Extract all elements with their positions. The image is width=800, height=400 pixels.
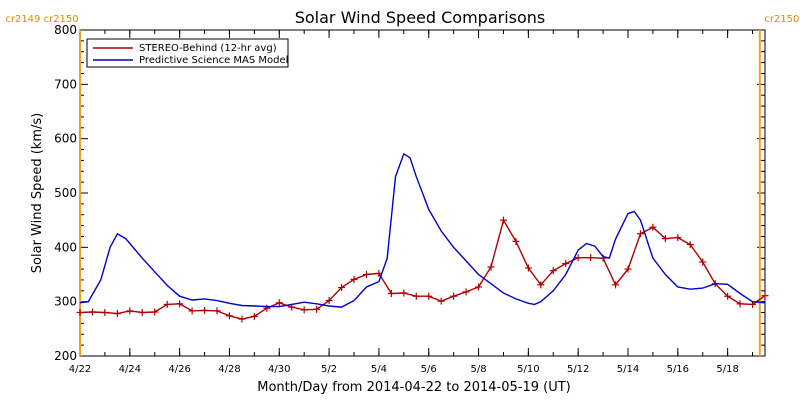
y-axis: 200 300 400 500 600 700 800 (54, 23, 765, 363)
data-point (475, 283, 483, 291)
data-point (450, 292, 458, 300)
data-point (250, 312, 258, 320)
x-tick-label: 4/24 (119, 364, 141, 375)
x-tick-label: 4/30 (268, 364, 290, 375)
data-point (188, 307, 196, 315)
x-axis-label: Month/Day from 2014-04-22 to 2014-05-19 … (257, 380, 570, 395)
data-point (101, 309, 109, 317)
data-point (761, 292, 769, 300)
x-tick-label: 5/10 (517, 364, 539, 375)
data-point (624, 265, 632, 273)
data-point (387, 290, 395, 298)
data-point (425, 292, 433, 300)
data-point (412, 292, 420, 300)
series-line-1 (79, 152, 766, 308)
cr-marker-label: cr2150 cr2151 (764, 14, 800, 25)
data-point (362, 271, 370, 278)
x-tick-label: 5/2 (321, 364, 337, 375)
legend-box (86, 38, 289, 68)
x-tick-label: 4/28 (218, 364, 240, 375)
data-point (313, 305, 321, 313)
x-tick-label: 5/16 (667, 364, 689, 375)
data-point (524, 264, 532, 272)
x-tick-label: 5/18 (716, 364, 738, 375)
x-tick-label: 5/12 (567, 364, 589, 375)
data-point (537, 281, 545, 289)
data-point (325, 297, 333, 305)
data-point (699, 258, 707, 266)
data-point (686, 241, 694, 249)
chart-title: Solar Wind Speed Comparisons (295, 8, 546, 27)
data-point (549, 267, 557, 275)
x-tick-label: 4/22 (69, 364, 91, 375)
x-tick-label: 4/26 (168, 364, 190, 375)
series-layer (76, 152, 769, 323)
data-point (275, 299, 283, 307)
data-point (612, 281, 620, 289)
y-tick-label: 500 (54, 186, 77, 200)
y-tick-label: 400 (54, 240, 77, 254)
legend: STEREO-Behind (12-hr avg) Predictive Sci… (86, 38, 289, 68)
legend-label-mas: Predictive Science MAS Model (139, 55, 288, 66)
data-point (736, 300, 744, 308)
data-point (574, 254, 582, 262)
data-point (338, 284, 346, 292)
data-point (300, 306, 308, 314)
data-point (76, 309, 84, 317)
y-tick-label: 300 (54, 295, 77, 309)
y-tick-label: 600 (54, 132, 77, 146)
data-point (636, 230, 644, 238)
data-point (138, 309, 146, 317)
data-point (661, 235, 669, 243)
data-point (201, 306, 209, 314)
data-point (462, 288, 470, 296)
data-point (151, 308, 159, 316)
data-point (350, 275, 358, 283)
data-point (176, 300, 184, 308)
cr-marker-label: cr2149 cr2150 (5, 14, 78, 25)
data-point (487, 263, 495, 271)
x-tick-label: 5/6 (421, 364, 437, 375)
x-tick-label: 5/4 (371, 364, 387, 375)
data-point (437, 297, 445, 305)
data-point (587, 254, 595, 262)
data-point (213, 307, 221, 315)
data-point (674, 234, 682, 242)
data-point (400, 289, 408, 297)
x-axis: 4/22 4/24 4/26 4/28 4/30 5/2 5/4 5/6 5/8 5/10 5/12… (69, 30, 754, 375)
data-point (238, 315, 246, 323)
data-point (263, 304, 271, 312)
x-tick-label: 5/8 (470, 364, 486, 375)
data-point (126, 307, 134, 315)
data-point (512, 237, 520, 245)
y-axis-label: Solar Wind Speed (km/s) (30, 113, 45, 273)
data-point (724, 292, 732, 300)
data-point (562, 260, 570, 268)
data-point (88, 308, 96, 316)
data-point (499, 216, 507, 224)
x-tick-label: 5/14 (617, 364, 639, 375)
y-tick-label: 200 (54, 349, 77, 363)
data-point (163, 300, 171, 308)
y-tick-label: 800 (54, 23, 77, 37)
y-tick-label: 700 (54, 77, 77, 91)
data-point (113, 310, 121, 318)
data-point (649, 223, 657, 231)
data-point (225, 312, 233, 320)
legend-label-stereo: STEREO-Behind (12-hr avg) (139, 43, 277, 54)
